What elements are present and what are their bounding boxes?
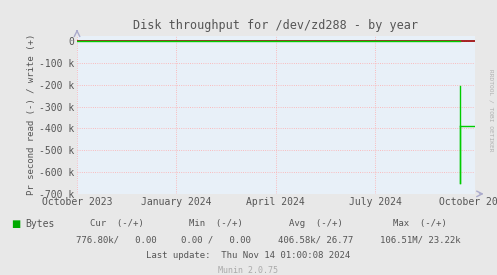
Text: 776.80k/   0.00: 776.80k/ 0.00 bbox=[77, 235, 157, 244]
Text: Avg  (-/+): Avg (-/+) bbox=[289, 219, 342, 228]
Text: 406.58k/ 26.77: 406.58k/ 26.77 bbox=[278, 235, 353, 244]
Text: Bytes: Bytes bbox=[25, 219, 54, 229]
Text: Cur  (-/+): Cur (-/+) bbox=[90, 219, 144, 228]
Y-axis label: Pr second read (-) / write (+): Pr second read (-) / write (+) bbox=[27, 34, 36, 196]
Text: Munin 2.0.75: Munin 2.0.75 bbox=[219, 266, 278, 274]
Text: 0.00 /   0.00: 0.00 / 0.00 bbox=[181, 235, 251, 244]
Text: 106.51M/ 23.22k: 106.51M/ 23.22k bbox=[380, 235, 460, 244]
Text: Min  (-/+): Min (-/+) bbox=[189, 219, 243, 228]
Text: ■: ■ bbox=[11, 219, 20, 229]
Text: Max  (-/+): Max (-/+) bbox=[393, 219, 447, 228]
Title: Disk throughput for /dev/zd288 - by year: Disk throughput for /dev/zd288 - by year bbox=[133, 19, 418, 32]
Text: Last update:  Thu Nov 14 01:00:08 2024: Last update: Thu Nov 14 01:00:08 2024 bbox=[147, 251, 350, 260]
Text: RRDTOOL / TOBI OETIKER: RRDTOOL / TOBI OETIKER bbox=[488, 69, 493, 151]
